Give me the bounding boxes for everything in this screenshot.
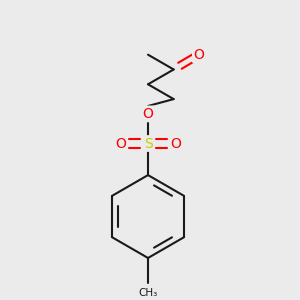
Text: CH₃: CH₃ <box>138 287 158 298</box>
Text: O: O <box>194 48 204 62</box>
Text: S: S <box>144 136 152 151</box>
Text: O: O <box>170 136 181 151</box>
Text: O: O <box>142 107 154 121</box>
Text: O: O <box>115 136 126 151</box>
